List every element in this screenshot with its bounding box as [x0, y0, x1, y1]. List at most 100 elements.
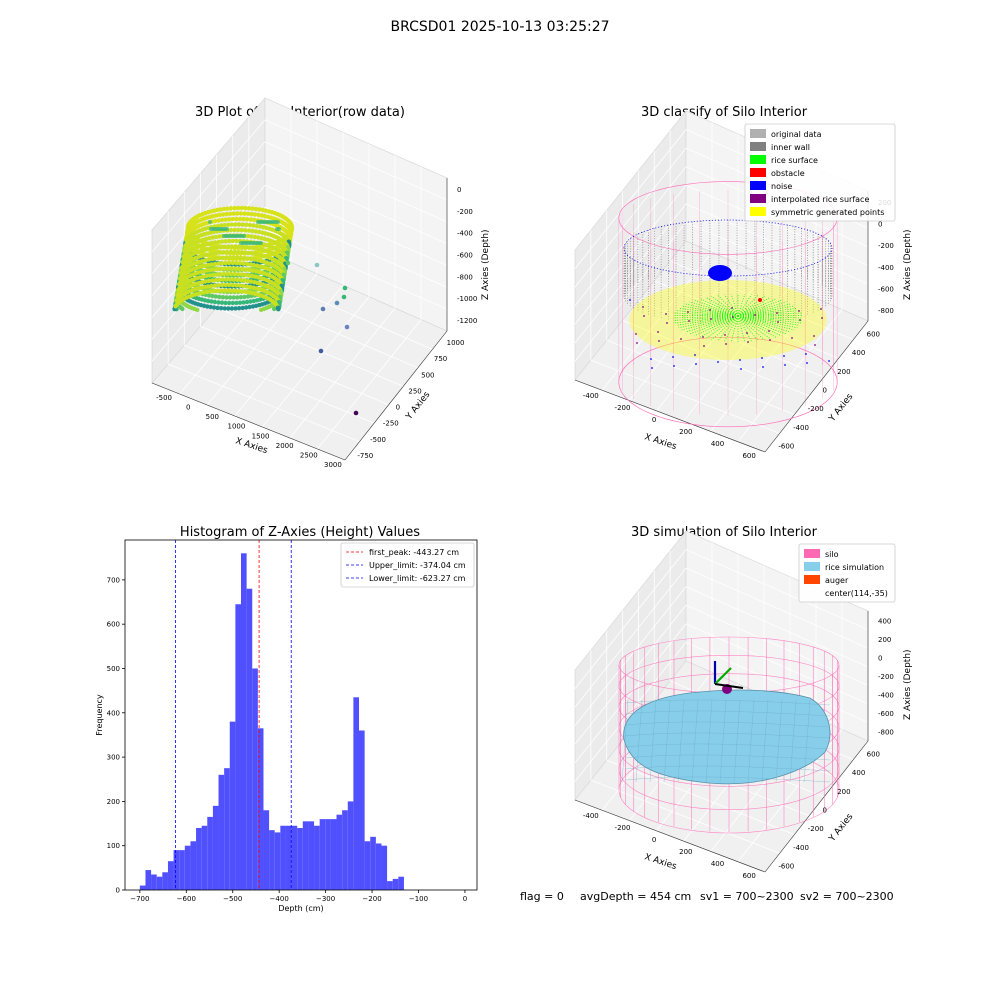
histogram-bar	[201, 825, 208, 890]
histogram-bar	[263, 810, 270, 890]
raw-point	[213, 294, 218, 299]
wall-gridline	[264, 119, 448, 201]
x-tick-label: 200	[679, 428, 692, 436]
wall-gridline	[574, 642, 687, 782]
floor-gridline	[200, 326, 389, 406]
raw-point	[228, 206, 234, 211]
rice-surface-points	[737, 299, 782, 317]
interpolated-points	[672, 356, 674, 358]
legend-label: center(114,-35)	[825, 589, 888, 598]
interpolated-points	[658, 340, 660, 342]
legend-label: interpolated rice surface	[771, 195, 869, 204]
interpolated-points	[769, 339, 771, 341]
interpolated-points	[642, 306, 644, 308]
wall-gridline	[685, 184, 869, 266]
interpolated-points	[717, 361, 719, 363]
interpolated-points	[762, 366, 764, 368]
y-tick-label: -750	[357, 452, 373, 460]
histogram-bar	[280, 825, 286, 890]
raw-point	[253, 229, 259, 234]
z-tick-label: -400	[457, 230, 473, 238]
x-tick-label: −600	[177, 895, 196, 903]
rice-mesh-line	[649, 699, 657, 783]
raw-point	[224, 295, 229, 300]
raw-point	[216, 300, 221, 305]
raw-point	[224, 277, 229, 282]
raw-point	[240, 222, 245, 227]
raw-point	[234, 260, 239, 266]
raw-point	[230, 282, 235, 288]
rice-surface-points	[737, 315, 782, 337]
raw-point	[210, 235, 215, 240]
panel4-legend: silo rice simulation auger center(114,-35)	[798, 543, 896, 603]
wall-gridline	[685, 222, 869, 303]
interpolated-points	[739, 359, 741, 361]
raw-point	[206, 278, 211, 284]
raw-point	[223, 260, 228, 266]
panel1-zlabel: Z Axies (Depth)	[481, 229, 491, 300]
raw-point	[236, 205, 241, 211]
rice-surface-points	[694, 315, 739, 337]
raw-point	[216, 283, 221, 288]
z-tick-label: -800	[457, 273, 473, 281]
rice-surface-points	[737, 315, 771, 340]
sv1-text: sv1 = 700~2300	[700, 890, 794, 903]
interpolated-points	[776, 312, 778, 314]
x-tick-label: −100	[409, 895, 428, 903]
raw-point	[212, 283, 217, 288]
raw-point	[201, 290, 206, 295]
raw-point	[214, 213, 219, 218]
rice-mesh-line	[635, 699, 643, 783]
wall-gridline	[574, 605, 687, 745]
interpolated-points	[783, 355, 785, 357]
raw-point	[235, 255, 240, 260]
raw-point	[210, 256, 215, 262]
y-tick-label: 0	[823, 387, 827, 395]
rice-surface-points	[689, 315, 739, 335]
floor-gridline	[622, 320, 810, 397]
raw-point	[209, 240, 214, 246]
raw-point	[241, 283, 246, 289]
legend-box	[340, 542, 475, 588]
raw-point	[236, 244, 242, 249]
raw-point	[222, 234, 226, 238]
raw-point	[232, 205, 237, 211]
y-tick-label: -200	[808, 405, 824, 413]
y-tick-label: -400	[793, 844, 809, 852]
raw-point	[251, 223, 256, 228]
wall-gridline	[685, 586, 869, 668]
interpolated-points	[784, 364, 786, 366]
raw-point	[230, 216, 235, 222]
raw-point	[253, 206, 259, 212]
raw-point	[227, 260, 232, 266]
raw-point	[215, 207, 220, 213]
legend-box	[744, 123, 896, 222]
histogram-bar	[370, 836, 376, 890]
rice-mesh-line	[624, 699, 831, 706]
rice-surface-points	[676, 310, 739, 317]
interpolated-points	[680, 338, 682, 340]
histogram-xlabel: Depth (cm)	[278, 904, 323, 913]
z-tick-label: -800	[878, 729, 894, 737]
histogram-bar	[151, 874, 157, 890]
histogram-bar	[398, 876, 404, 890]
raw-point	[219, 300, 225, 305]
raw-point	[215, 245, 220, 250]
y-tick-label: 750	[434, 355, 447, 363]
rice-mesh-line	[691, 699, 699, 783]
z-tick-label: -1000	[457, 295, 477, 303]
raw-point	[236, 272, 241, 277]
y-axis-line	[764, 740, 869, 873]
interpolated-points	[695, 363, 697, 365]
raw-point	[233, 222, 238, 227]
panel-classify: 3D classify of Silo Interior -400 -200 0 20…	[574, 105, 913, 460]
raw-point	[227, 211, 233, 216]
raw-point	[243, 228, 248, 233]
panel4-ylabel: Y Axies	[827, 812, 856, 845]
raw-point	[240, 266, 245, 272]
panel3-title: Histogram of Z-Axies (Height) Values	[180, 525, 420, 540]
rice-surface-points	[685, 315, 739, 333]
legend-swatch	[750, 194, 766, 203]
wall-gridline	[574, 586, 687, 726]
raw-point	[216, 218, 221, 223]
